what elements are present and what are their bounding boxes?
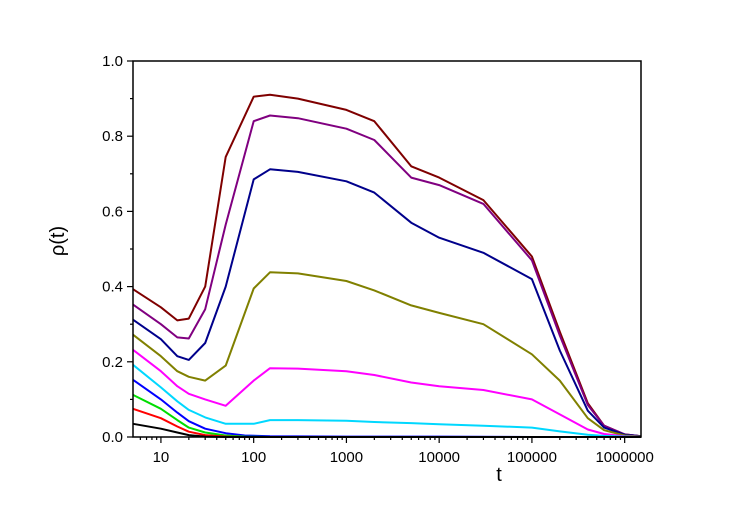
y-tick-label: 0.0 xyxy=(102,429,123,446)
y-tick-label: 0.2 xyxy=(102,354,123,371)
series-line-6 xyxy=(132,364,642,438)
x-tick-label: 100000 xyxy=(507,449,557,466)
x-tick-label: 1000 xyxy=(330,449,363,466)
series-line-2 xyxy=(132,114,642,438)
series-line-3 xyxy=(132,168,642,438)
plot-frame xyxy=(132,60,642,438)
series-layer xyxy=(132,93,642,438)
y-tick-label: 0.8 xyxy=(102,128,123,145)
series-line-4 xyxy=(132,271,642,438)
x-tick-label: 10 xyxy=(153,449,170,466)
series-line-1 xyxy=(132,93,642,438)
x-tick-label: 10000 xyxy=(418,449,460,466)
y-axis-label: ρ(t) xyxy=(47,226,69,256)
x-axis-label: t xyxy=(496,464,502,486)
y-tick-label: 0.6 xyxy=(102,203,123,220)
tick-layer: 0.0 0.2 0.4 0.6 0.8 1.0 10 100 1000 10000 100000 10… xyxy=(102,53,654,466)
series-line-5 xyxy=(132,349,642,438)
x-tick-label: 1000000 xyxy=(595,449,653,466)
y-tick-label: 1.0 xyxy=(102,53,123,70)
y-tick-label: 0.4 xyxy=(102,279,123,296)
x-tick-label: 100 xyxy=(241,449,266,466)
